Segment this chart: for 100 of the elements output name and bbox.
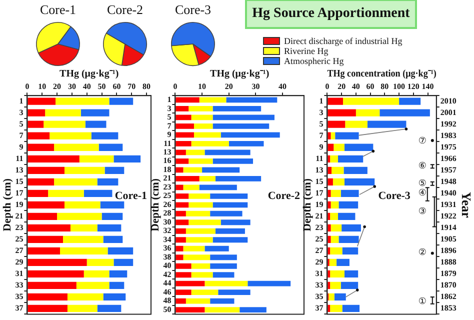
bar (176, 263, 192, 269)
y-tick-label: 11 (164, 138, 172, 148)
bar (328, 236, 331, 243)
bar (336, 258, 350, 266)
bar (176, 202, 189, 208)
y2-tick-label: 1853 (440, 304, 456, 313)
bar (199, 184, 237, 190)
x-tick-label: 30 (252, 82, 260, 91)
bar (28, 304, 68, 312)
bar (188, 202, 213, 208)
bar (28, 144, 54, 151)
chart-title: Core-2 (106, 2, 144, 18)
y-tick-label: 35 (315, 292, 324, 302)
x-tick-label: 80 (380, 82, 389, 91)
bar (204, 150, 250, 156)
x-tick-label: 20 (53, 82, 62, 91)
bar (28, 132, 50, 140)
y-tick-label: 9 (319, 142, 324, 152)
y-tick-label: 17 (315, 188, 324, 198)
bar (28, 155, 80, 162)
bar (188, 220, 221, 226)
y-tick-label: 44 (163, 278, 172, 288)
bar (212, 123, 270, 129)
bar (330, 224, 342, 232)
x-tick-label: 50 (98, 82, 106, 91)
y-tick-label: 37 (315, 304, 324, 313)
bar (86, 258, 114, 266)
bar (344, 270, 358, 278)
bar (186, 228, 216, 234)
x-tick-label: 60 (366, 82, 374, 91)
bar (328, 224, 331, 232)
bar (191, 140, 229, 146)
bar (328, 132, 331, 140)
bar (328, 293, 334, 301)
bar (194, 132, 221, 138)
annotation: ② (418, 248, 426, 258)
x-tick-label: 0 (25, 82, 30, 91)
bar (176, 97, 200, 103)
y2-axis-title: Year (458, 192, 474, 218)
bar (210, 298, 234, 304)
bar (220, 132, 280, 138)
bar (212, 202, 248, 208)
text: Hg Source Apportionment (245, 0, 417, 29)
y-tick-label: 31 (315, 268, 324, 278)
y-tick-label: 33 (315, 280, 324, 290)
y-tick-label: 13 (315, 165, 324, 174)
bar (345, 120, 368, 128)
y-axis-title: Depth (cm) (149, 178, 162, 232)
y-tick-label: 5 (167, 112, 172, 122)
bar (212, 272, 234, 278)
bar (210, 254, 237, 260)
y-tick-label: 15 (315, 176, 324, 186)
bar (176, 290, 192, 296)
y-tick-label: 1 (19, 96, 24, 106)
y-tick-label: 48 (163, 296, 172, 306)
y-tick-label: 1 (319, 96, 324, 106)
y-tick-label: 21 (163, 174, 172, 183)
bar (328, 282, 330, 290)
bar (64, 201, 100, 208)
bar (328, 109, 356, 116)
bar (176, 140, 192, 146)
bar (70, 224, 98, 232)
bar (109, 270, 128, 278)
bar (332, 166, 344, 174)
bar (176, 307, 205, 313)
bar (97, 224, 122, 232)
bar (45, 109, 81, 116)
y-tick-label: 9 (19, 142, 24, 152)
bar (186, 237, 213, 243)
y2-tick-label: 1922 (440, 211, 456, 220)
x-tick-label: 0 (325, 82, 330, 91)
y2-tick-label: 1896 (440, 246, 456, 255)
y-tick-label: 50 (163, 304, 172, 314)
y-axis-title: Depth (cm) (301, 178, 314, 232)
bar (64, 166, 105, 174)
annotation: ④ (418, 188, 426, 199)
bar (176, 167, 184, 173)
chart-title: Core-1 (38, 2, 78, 18)
bar (100, 201, 124, 208)
bar (80, 109, 110, 116)
bar (103, 293, 126, 301)
bar (97, 178, 118, 186)
bar (328, 120, 346, 128)
bar (338, 155, 364, 162)
bar (85, 120, 106, 128)
bar (330, 212, 338, 220)
bar (188, 158, 213, 164)
annotation: ③ (418, 207, 426, 218)
bar (28, 224, 70, 232)
y-tick-label: 18 (163, 164, 172, 174)
bar (191, 114, 213, 120)
bar (215, 176, 262, 182)
y-tick-label: 13 (15, 165, 24, 174)
y-tick-label: 40 (163, 261, 172, 270)
bar (28, 282, 76, 290)
y-tick-label: 16 (163, 156, 172, 166)
x-tick-label: 100 (393, 82, 406, 91)
bar (176, 158, 189, 164)
bar (338, 201, 358, 208)
y-tick-label: 15 (15, 176, 24, 186)
